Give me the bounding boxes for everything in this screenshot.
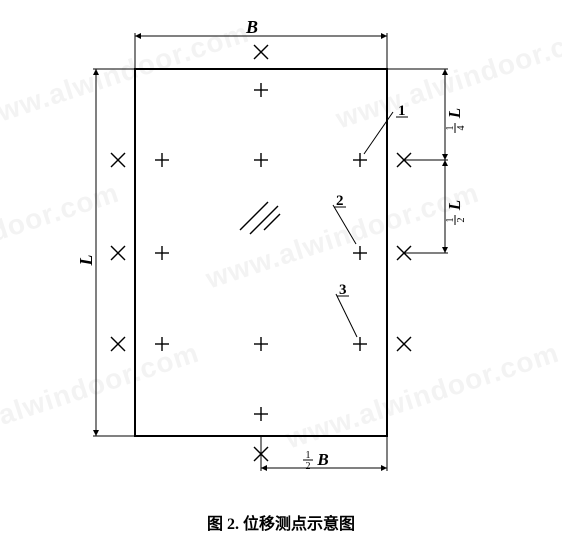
svg-text:4: 4 <box>456 126 467 131</box>
svg-text:L: L <box>445 108 464 119</box>
figure-caption: 图 2. 位移测点示意图 <box>0 510 562 534</box>
svg-text:2: 2 <box>456 218 467 223</box>
svg-text:1: 1 <box>306 450 311 461</box>
svg-text:L: L <box>445 200 464 211</box>
diagram-stage: www.alwindoor.com www.alwindoor.com www.… <box>0 0 562 536</box>
diagram-svg: 123B12BL14L12L <box>0 0 562 536</box>
svg-text:1: 1 <box>445 218 456 223</box>
svg-text:B: B <box>245 17 258 37</box>
svg-text:B: B <box>316 450 328 469</box>
svg-text:1: 1 <box>445 126 456 131</box>
svg-text:2: 2 <box>306 461 311 472</box>
svg-text:L: L <box>76 255 96 267</box>
